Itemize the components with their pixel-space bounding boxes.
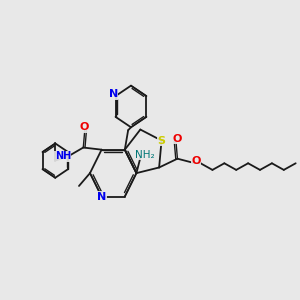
Text: N: N (109, 89, 118, 99)
Text: N: N (97, 192, 106, 202)
Text: NH₂: NH₂ (135, 150, 155, 160)
Text: O: O (172, 134, 182, 144)
Text: S: S (158, 136, 166, 146)
Text: NH: NH (55, 151, 71, 161)
Text: O: O (191, 156, 201, 166)
Text: O: O (79, 122, 88, 132)
